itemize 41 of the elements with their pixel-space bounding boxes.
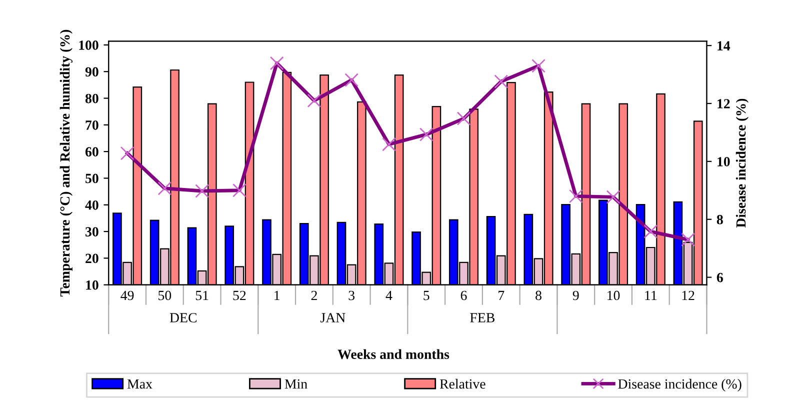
y2-tick-label: 6 bbox=[716, 272, 723, 282]
x-axis-title: Weeks and months bbox=[338, 349, 450, 360]
x-tick-label: 1 bbox=[274, 290, 280, 300]
y-tick-label: 20 bbox=[86, 254, 98, 264]
y-axis-title: Temperature (°C) and Relative humidity (%) bbox=[60, 30, 72, 297]
y-tick-label: 90 bbox=[85, 67, 98, 77]
x-tick-label: 2 bbox=[311, 290, 317, 300]
y-tick-label: 70 bbox=[86, 120, 98, 130]
y2-tick-label: 12 bbox=[718, 99, 730, 108]
legend-label: Relative bbox=[440, 378, 486, 389]
y2-tick-label: 10 bbox=[718, 157, 730, 166]
y2-tick-label: 8 bbox=[716, 214, 723, 224]
y-tick-label: 30 bbox=[86, 227, 98, 236]
legend-label: Disease incidence (%) bbox=[618, 378, 742, 392]
x-tick-label: 8 bbox=[536, 290, 542, 300]
x-tick-label: 9 bbox=[572, 290, 579, 300]
y-tick-label: 100 bbox=[79, 40, 98, 50]
x-tick-label: 10 bbox=[608, 290, 620, 300]
x-tick-label: 12 bbox=[682, 290, 694, 300]
text: FEB bbox=[470, 313, 494, 322]
text: JAN bbox=[320, 313, 346, 322]
y-tick-label: 10 bbox=[86, 280, 98, 290]
y-tick-label: 50 bbox=[86, 174, 98, 184]
x-tick-label: 6 bbox=[460, 290, 467, 300]
x-tick-label: 3 bbox=[348, 290, 355, 300]
legend-label: Min bbox=[284, 379, 308, 389]
text: DEC bbox=[170, 313, 196, 322]
y2-tick-label: 14 bbox=[718, 41, 730, 50]
x-tick-label: 7 bbox=[498, 290, 504, 300]
x-tick-label: 11 bbox=[645, 290, 657, 300]
y2-axis-title: Disease incidence (%) bbox=[736, 98, 748, 228]
x-tick-label: 49 bbox=[120, 290, 134, 300]
y-tick-label: 80 bbox=[85, 94, 98, 104]
legend-label: Max bbox=[127, 379, 152, 389]
x-tick-label: 5 bbox=[424, 290, 430, 300]
x-tick-label: 51 bbox=[196, 290, 208, 300]
y-tick-label: 40 bbox=[85, 200, 98, 210]
x-tick-label: 4 bbox=[386, 290, 392, 300]
y-tick-label: 60 bbox=[85, 147, 98, 157]
x-tick-label: 52 bbox=[233, 290, 246, 300]
x-tick-label: 50 bbox=[158, 290, 172, 300]
